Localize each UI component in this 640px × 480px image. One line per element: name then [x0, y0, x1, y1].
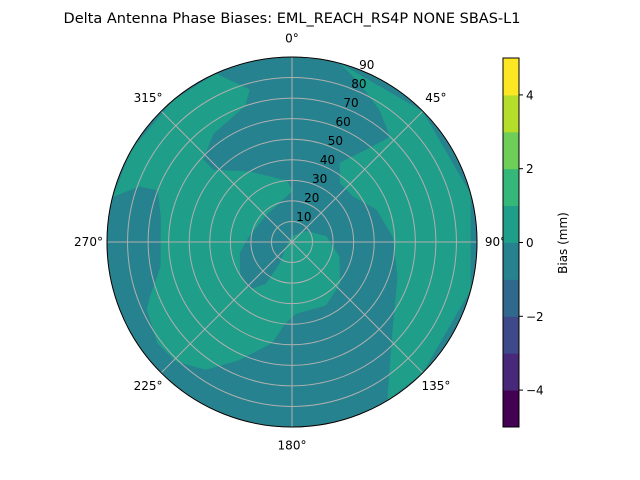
- theta-tick-label: 0°: [285, 32, 299, 46]
- colorbar-segment: [503, 58, 519, 96]
- polar-plot-area: 0° 45° 90° 135° 180° 225° 270° 315° 10 20 30 40 50 60…: [74, 32, 506, 453]
- r-tick-label: 80: [351, 77, 366, 91]
- r-tick-label: 70: [343, 96, 358, 110]
- colorbar-segment: [503, 390, 519, 428]
- colorbar-tick-label: 4: [526, 88, 534, 102]
- theta-tick-label: 135°: [421, 379, 450, 393]
- angular-gridline: [291, 110, 424, 243]
- colorbar: −4 −2 0 2 4: [502, 57, 544, 428]
- contour-region-1: [112, 73, 341, 370]
- colorbar-segment: [503, 205, 519, 243]
- theta-tick-label: 225°: [134, 379, 163, 393]
- r-tick-label: 40: [320, 153, 335, 167]
- polar-frame: [106, 56, 478, 428]
- colorbar-tick-label: −2: [526, 310, 544, 324]
- r-tick-label: 50: [328, 134, 343, 148]
- r-tick-label: 10: [296, 210, 311, 224]
- colorbar-segment: [503, 242, 519, 280]
- colorbar-tick-label: −4: [526, 384, 544, 398]
- r-tick-label: 90: [359, 58, 374, 72]
- colorbar-segment: [503, 353, 519, 391]
- colorbar-segment: [503, 279, 519, 317]
- colorbar-segment: [503, 168, 519, 207]
- theta-tick-label: 315°: [134, 91, 163, 105]
- colorbar-segment: [503, 131, 519, 170]
- theta-tick-label: 180°: [278, 439, 307, 453]
- r-tick-label: 60: [336, 115, 351, 129]
- angular-gridline: [291, 241, 424, 374]
- angular-gridline: [160, 241, 293, 374]
- r-tick-label: 30: [312, 172, 327, 186]
- chart-title: Delta Antenna Phase Biases: EML_REACH_RS…: [64, 11, 521, 27]
- theta-tick-label: 90°: [485, 235, 506, 249]
- colorbar-segment: [503, 316, 519, 354]
- contour-region-0: [339, 63, 471, 401]
- theta-tick-label: 45°: [425, 91, 446, 105]
- colorbar-tick-label: 0: [526, 236, 534, 250]
- theta-tick-label: 270°: [74, 235, 103, 249]
- angular-gridline: [160, 110, 293, 243]
- colorbar-tick-label: 2: [526, 162, 534, 176]
- r-tick-label: 20: [304, 191, 319, 205]
- colorbar-segment: [503, 94, 519, 133]
- colorbar-label: Bias (mm): [556, 212, 570, 274]
